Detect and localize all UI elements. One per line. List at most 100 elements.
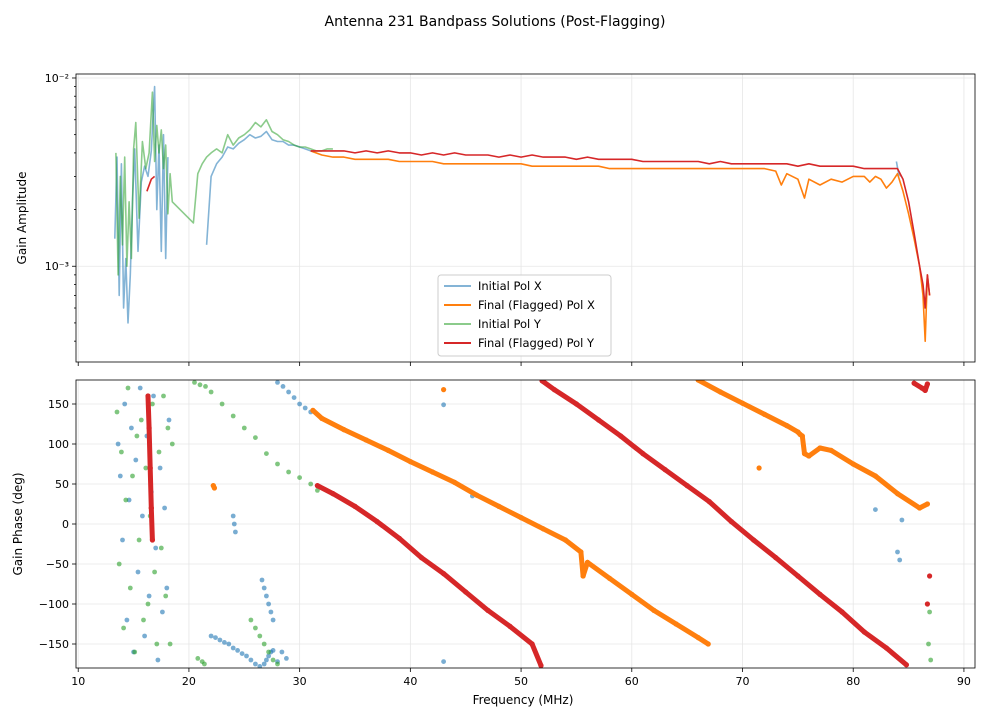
phase-point-initial-pol-x bbox=[233, 529, 238, 535]
phase-band-final-flagged-pol-x bbox=[762, 411, 790, 429]
phase-band-final-flagged-pol-y bbox=[147, 465, 154, 511]
phase-point-final-flagged-pol-y bbox=[751, 537, 757, 543]
phase-point-final-flagged-pol-y bbox=[551, 387, 557, 393]
phase-band-final-flagged-pol-y bbox=[146, 425, 153, 471]
phase-point-initial-pol-y bbox=[203, 384, 208, 389]
phase-point-initial-pol-x bbox=[261, 661, 267, 667]
phase-point-initial-pol-x bbox=[146, 593, 152, 599]
phase-point-initial-pol-y bbox=[161, 393, 166, 399]
phase-point-final-flagged-pol-x bbox=[673, 621, 679, 627]
phase-point-final-flagged-pol-y bbox=[396, 535, 402, 542]
amplitude-grid bbox=[76, 74, 975, 362]
phase-point-initial-pol-y bbox=[297, 475, 302, 480]
phase-series-final-flagged-pol-x bbox=[210, 380, 931, 647]
phase-band-final-flagged-pol-x bbox=[799, 433, 807, 457]
phase-point-initial-pol-x bbox=[257, 664, 263, 668]
phase-point-final-flagged-pol-y bbox=[538, 663, 544, 668]
phase-point-final-flagged-pol-x bbox=[717, 389, 724, 395]
phase-point-initial-pol-x bbox=[135, 569, 141, 575]
phase-point-final-flagged-pol-x bbox=[817, 445, 823, 451]
phase-point-initial-pol-y bbox=[275, 461, 280, 467]
phase-point-initial-pol-y bbox=[257, 633, 263, 639]
phase-band-final-flagged-pol-y bbox=[684, 483, 712, 505]
phase-point-final-flagged-pol-x bbox=[607, 575, 613, 582]
phase-point-final-flagged-pol-y bbox=[924, 381, 931, 387]
x-tick-label: 90 bbox=[957, 675, 971, 688]
phase-point-final-flagged-pol-x bbox=[756, 465, 762, 471]
phase-point-initial-pol-x bbox=[142, 633, 148, 639]
phase-point-initial-pol-y bbox=[114, 409, 120, 415]
phase-band-final-flagged-pol-x bbox=[585, 559, 613, 581]
phase-point-initial-pol-x bbox=[222, 640, 227, 645]
amplitude-series bbox=[114, 85, 931, 342]
phase-point-final-flagged-pol-x bbox=[319, 415, 325, 421]
phase-point-initial-pol-x bbox=[286, 389, 291, 395]
phase-point-initial-pol-y bbox=[158, 545, 164, 551]
phase-point-final-flagged-pol-x bbox=[578, 549, 584, 555]
phase-point-final-flagged-pol-x bbox=[784, 423, 790, 429]
phase-grid bbox=[76, 380, 975, 668]
phase-point-initial-pol-x bbox=[162, 505, 168, 511]
phase-point-final-flagged-pol-x bbox=[518, 515, 524, 521]
phase-y-tick-label: −50 bbox=[46, 558, 69, 571]
phase-band-final-flagged-pol-y bbox=[640, 451, 668, 473]
phase-point-initial-pol-x bbox=[124, 617, 130, 623]
phase-point-final-flagged-pol-y bbox=[573, 401, 580, 407]
phase-band-final-flagged-pol-y bbox=[374, 519, 402, 541]
phase-band-final-flagged-pol-x bbox=[496, 503, 524, 521]
phase-point-final-flagged-pol-y bbox=[662, 467, 668, 473]
phase-point-final-flagged-pol-y bbox=[145, 393, 151, 399]
phase-point-initial-pol-x bbox=[126, 497, 132, 503]
phase-point-initial-pol-y bbox=[145, 601, 151, 607]
phase-point-initial-pol-x bbox=[120, 537, 125, 543]
phase-band-final-flagged-pol-y bbox=[145, 393, 152, 431]
phase-point-initial-pol-x bbox=[160, 609, 165, 615]
phase-point-initial-pol-x bbox=[266, 653, 271, 659]
amplitude-line-final-flagged-pol-x bbox=[310, 150, 931, 342]
phase-band-final-flagged-pol-x bbox=[717, 389, 745, 406]
phase-band-final-flagged-pol-y bbox=[662, 467, 690, 489]
phase-point-final-flagged-pol-y bbox=[539, 380, 545, 384]
phase-point-final-flagged-pol-x bbox=[695, 635, 701, 641]
phase-point-initial-pol-y bbox=[125, 385, 131, 391]
phase-y-tick-label: 100 bbox=[48, 438, 69, 451]
phase-point-initial-pol-y bbox=[270, 657, 276, 663]
phase-point-initial-pol-x bbox=[302, 405, 308, 411]
phase-point-initial-pol-x bbox=[208, 633, 214, 639]
phase-point-initial-pol-y bbox=[132, 649, 138, 655]
phase-series-initial-pol-y bbox=[114, 380, 934, 667]
phase-point-final-flagged-pol-y bbox=[147, 465, 153, 471]
amplitude-panel: 10⁻³ 10⁻² Gain Amplitude bbox=[15, 72, 976, 366]
phase-band-final-flagged-pol-x bbox=[341, 427, 369, 443]
phase-band-final-flagged-pol-y bbox=[148, 505, 155, 543]
phase-point-final-flagged-pol-y bbox=[903, 662, 910, 668]
phase-point-final-flagged-pol-x bbox=[310, 407, 316, 413]
phase-point-initial-pol-y bbox=[261, 641, 267, 647]
phase-point-final-flagged-pol-x bbox=[872, 473, 879, 479]
phase-point-final-flagged-pol-x bbox=[705, 641, 711, 647]
phase-point-final-flagged-pol-x bbox=[580, 573, 586, 579]
phase-band-final-flagged-pol-x bbox=[673, 621, 701, 641]
phase-point-initial-pol-x bbox=[231, 521, 237, 527]
phase-point-final-flagged-pol-y bbox=[795, 573, 801, 579]
phase-series-final-flagged-pol-y bbox=[145, 380, 933, 668]
phase-ticks: 10 20 30 40 50 60 70 80 90 −150 −100 −50 0 50 100 150 bbox=[39, 398, 971, 688]
phase-point-initial-pol-x bbox=[270, 648, 276, 653]
phase-point-initial-pol-y bbox=[165, 425, 171, 431]
phase-band-final-flagged-pol-y bbox=[551, 387, 579, 407]
phase-band-final-flagged-pol-y bbox=[418, 555, 447, 577]
phase-point-initial-pol-y bbox=[192, 380, 197, 385]
phase-point-initial-pol-x bbox=[264, 657, 269, 663]
phase-point-final-flagged-pol-x bbox=[441, 387, 447, 393]
phase-point-initial-pol-x bbox=[230, 645, 236, 651]
phase-point-final-flagged-pol-y bbox=[911, 380, 917, 386]
phase-point-initial-pol-x bbox=[895, 549, 900, 555]
phase-point-final-flagged-pol-y bbox=[618, 433, 624, 439]
phase-point-initial-pol-y bbox=[253, 625, 258, 631]
phase-point-final-flagged-pol-x bbox=[407, 459, 413, 465]
phase-point-final-flagged-pol-x bbox=[806, 453, 812, 459]
phase-point-final-flagged-pol-x bbox=[695, 380, 701, 383]
phase-point-initial-pol-y bbox=[202, 661, 207, 667]
amplitude-axes-frame bbox=[75, 73, 976, 363]
